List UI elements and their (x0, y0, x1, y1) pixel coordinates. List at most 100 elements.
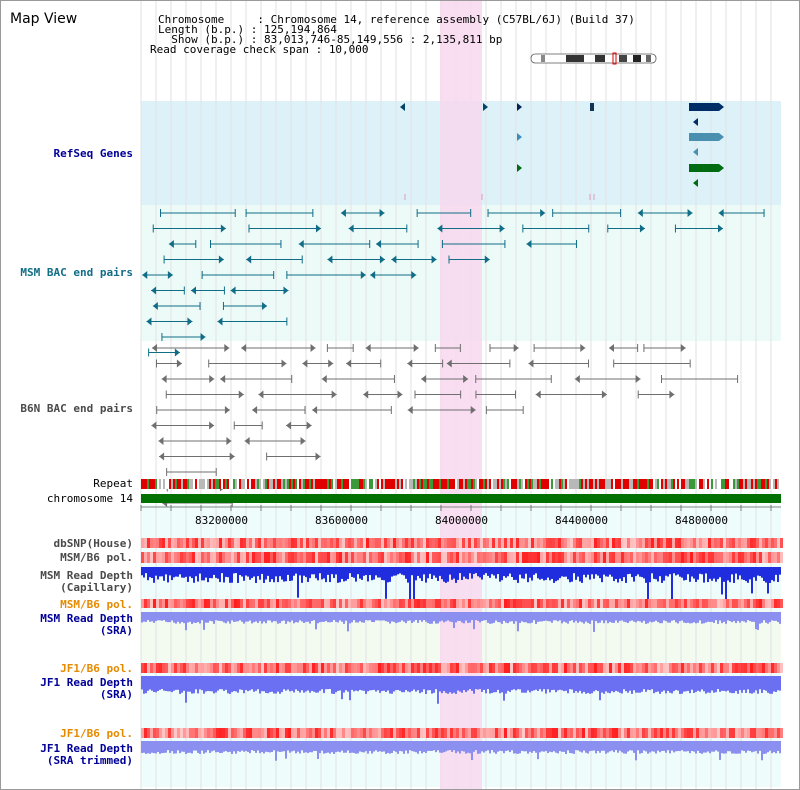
heat-cell (477, 552, 480, 563)
chromosome-bar[interactable] (141, 494, 781, 503)
heat-cell (165, 728, 168, 738)
depth-bar (565, 567, 567, 577)
label-repeat[interactable]: Repeat (93, 477, 133, 490)
heat-cell (282, 728, 285, 738)
depth-bar (325, 676, 327, 690)
heat-cell (321, 599, 324, 608)
label-chromosome[interactable]: chromosome 14 (46, 492, 133, 505)
heat-cell (435, 538, 438, 548)
jf1-pol-heat-2[interactable] (141, 728, 783, 738)
dbsnp-heat[interactable] (141, 538, 783, 548)
label-msm-bac[interactable]: MSM BAC end pairs (20, 266, 133, 279)
repeat-block (287, 479, 289, 489)
heat-cell (375, 599, 378, 608)
label-msm-b6-pol-1[interactable]: MSM/B6 pol. (60, 551, 133, 564)
label-dbsnp[interactable]: dbSNP(House) (53, 537, 133, 550)
label-jf1-pol-2[interactable]: JF1/B6 pol. (60, 727, 133, 740)
label-jf1-depth-trimmed-1[interactable]: JF1 Read Depth (40, 742, 133, 755)
heat-cell (687, 552, 690, 563)
depth-bar (323, 741, 325, 754)
heat-cell (144, 538, 147, 548)
depth-bar (437, 741, 439, 751)
label-msm-depth-capillary-1[interactable]: MSM Read Depth (40, 569, 133, 582)
depth-bar (415, 567, 417, 581)
repeat-block (507, 479, 509, 489)
heat-cell (555, 552, 558, 563)
depth-bar (333, 676, 335, 694)
repeat-block (723, 479, 725, 489)
heat-cell (678, 538, 681, 548)
jf1-depth-trimmed[interactable] (141, 741, 781, 761)
depth-bar (525, 741, 527, 752)
heat-cell (603, 538, 606, 548)
depth-bar (513, 612, 515, 624)
label-refseq-genes[interactable]: RefSeq Genes (53, 147, 133, 160)
heat-cell (240, 728, 243, 738)
msm-depth-capillary[interactable] (141, 567, 781, 603)
pair-end (574, 375, 580, 383)
depth-bar (259, 612, 261, 621)
label-jf1-depth-sra-2[interactable]: (SRA) (99, 688, 133, 701)
depth-bar (573, 612, 575, 623)
msm-depth-sra[interactable] (141, 612, 781, 632)
label-msm-b6-pol-2[interactable]: MSM/B6 pol. (60, 598, 133, 611)
depth-bar (459, 612, 461, 621)
heat-cell (588, 538, 591, 548)
depth-bar (465, 567, 467, 579)
depth-bar (395, 676, 397, 691)
heat-cell (753, 599, 756, 608)
heat-cell (351, 599, 354, 608)
heat-cell (705, 663, 708, 673)
heat-cell (375, 552, 378, 563)
msm-b6-pol-heat-1[interactable] (141, 552, 783, 563)
jf1-pol-heat-1[interactable] (141, 663, 783, 673)
heat-cell (249, 663, 252, 673)
heat-cell (600, 538, 603, 548)
depth-bar (149, 741, 151, 754)
depth-bar (685, 676, 687, 692)
heat-cell (432, 552, 435, 563)
depth-bar (235, 567, 237, 574)
depth-bar (471, 612, 473, 621)
repeat-track[interactable] (141, 479, 781, 489)
repeat-block (317, 479, 319, 489)
depth-bar (575, 612, 577, 621)
depth-bar (509, 741, 511, 753)
heat-cell (594, 663, 597, 673)
depth-bar (179, 741, 181, 754)
heat-cell (663, 538, 666, 548)
heat-cell (282, 538, 285, 548)
label-msm-depth-capillary-2[interactable]: (Capillary) (60, 581, 133, 594)
heat-cell (411, 599, 414, 608)
label-msm-depth-sra-1[interactable]: MSM Read Depth (40, 612, 133, 625)
depth-bar (259, 567, 261, 580)
label-jf1-pol-1[interactable]: JF1/B6 pol. (60, 662, 133, 675)
pair-end (230, 286, 236, 295)
depth-bar (265, 741, 267, 752)
heat-cell (507, 663, 510, 673)
heat-cell (717, 728, 720, 738)
label-msm-depth-sra-2[interactable]: (SRA) (99, 624, 133, 637)
heat-cell (564, 663, 567, 673)
depth-bar (627, 567, 629, 575)
label-b6n-bac[interactable]: B6N BAC end pairs (20, 402, 133, 415)
heat-cell (480, 538, 483, 548)
msm-b6-pol-heat-2[interactable] (141, 599, 783, 608)
chromosome-ideogram[interactable] (530, 52, 657, 65)
heat-cell (756, 599, 759, 608)
depth-bar (317, 676, 319, 693)
refseq-genes[interactable] (400, 103, 724, 200)
heat-cell (516, 599, 519, 608)
jf1-depth-sra[interactable] (141, 676, 781, 704)
repeat-block (693, 479, 695, 489)
depth-bar (705, 676, 707, 694)
msm-bac-pairs[interactable] (142, 209, 765, 357)
label-jf1-depth-trimmed-2[interactable]: (SRA trimmed) (46, 754, 133, 767)
depth-bar (595, 741, 597, 754)
heat-cell (162, 728, 165, 738)
depth-bar (577, 741, 579, 751)
heat-cell (354, 599, 357, 608)
label-jf1-depth-sra-1[interactable]: JF1 Read Depth (40, 676, 133, 689)
heat-cell (408, 538, 411, 548)
